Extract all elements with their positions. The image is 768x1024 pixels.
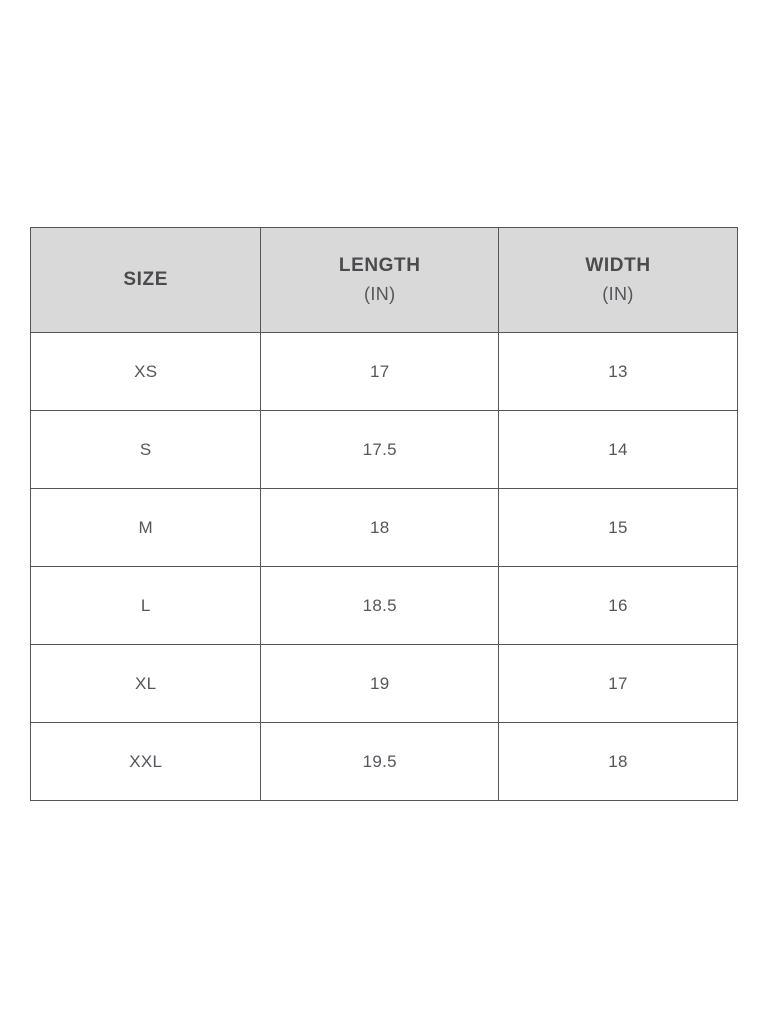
header-cell-width: WIDTH (IN)	[498, 227, 738, 333]
cell-size: S	[29, 410, 262, 489]
cell-length: 19	[260, 644, 500, 723]
cell-width: 13	[498, 332, 738, 411]
table-row: XL 19 17	[29, 644, 738, 723]
header-title-length: LENGTH	[338, 255, 421, 277]
size-chart-body: XS 17 13 S 17.5 14 M 18 15 L 18.5 16 XL	[29, 332, 738, 801]
cell-length: 18.5	[260, 566, 500, 645]
header-subtitle-width: (IN)	[602, 283, 634, 304]
size-chart-table: SIZE LENGTH (IN) WIDTH (IN) XS 17 13	[29, 227, 738, 801]
cell-size: XL	[29, 644, 262, 723]
cell-length: 17	[260, 332, 500, 411]
header-row: SIZE LENGTH (IN) WIDTH (IN)	[29, 227, 738, 333]
header-title-width: WIDTH	[585, 255, 651, 277]
cell-size: M	[29, 488, 262, 567]
cell-size: XXL	[29, 722, 262, 801]
header-cell-size: SIZE	[29, 227, 262, 333]
table-row: XS 17 13	[29, 332, 738, 411]
size-chart: SIZE LENGTH (IN) WIDTH (IN) XS 17 13	[29, 227, 738, 801]
table-row: L 18.5 16	[29, 566, 738, 645]
cell-size: XS	[29, 332, 262, 411]
cell-width: 16	[498, 566, 738, 645]
cell-length: 18	[260, 488, 500, 567]
cell-width: 17	[498, 644, 738, 723]
header-title-size: SIZE	[123, 268, 169, 290]
header-cell-length: LENGTH (IN)	[260, 227, 500, 333]
table-row: S 17.5 14	[29, 410, 738, 489]
header-subtitle-length: (IN)	[363, 283, 396, 304]
cell-width: 14	[498, 410, 738, 489]
cell-size: L	[29, 566, 262, 645]
table-row: M 18 15	[29, 488, 738, 567]
cell-width: 18	[498, 722, 738, 801]
table-row: XXL 19.5 18	[29, 722, 738, 801]
cell-width: 15	[498, 488, 738, 567]
cell-length: 17.5	[260, 410, 500, 489]
cell-length: 19.5	[260, 722, 500, 801]
size-chart-header: SIZE LENGTH (IN) WIDTH (IN)	[29, 227, 738, 333]
